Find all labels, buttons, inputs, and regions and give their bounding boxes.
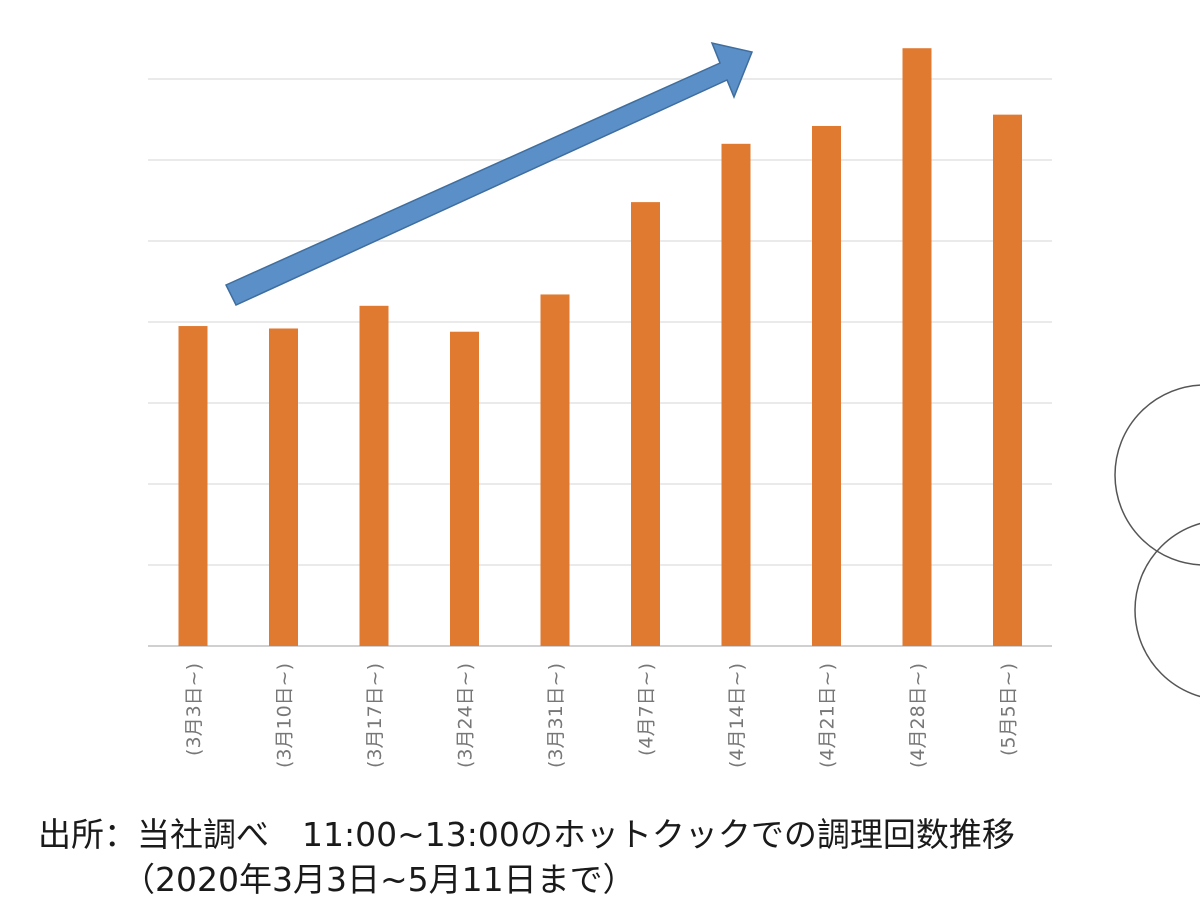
bar [178, 326, 208, 646]
bars [178, 48, 1022, 647]
bar-chart: (3月3日~) (3月10日~) (3月17日~) (3月24日~) (3月31日~) (… [148, 41, 1200, 768]
period-caption: （2020年3月3日~5月11日まで） [122, 860, 636, 899]
x-tick-label: (3月10日~) [274, 663, 296, 768]
gridlines [148, 78, 1052, 647]
bar [359, 305, 389, 646]
x-tick-label: (4月14日~) [726, 663, 748, 768]
bar [721, 143, 751, 647]
x-tick-label: (3月3日~) [183, 663, 205, 756]
source-caption: 出所：当社調べ 11:00~13:00のホットクックでの調理回数推移 [38, 815, 1015, 854]
decorative-circles [1114, 384, 1200, 698]
bar [812, 125, 841, 647]
x-tick-label: (5月5日~) [998, 663, 1020, 756]
bar [902, 48, 932, 647]
bar [540, 294, 570, 646]
bar [450, 331, 479, 646]
x-tick-label: (3月24日~) [455, 663, 477, 768]
bar [993, 114, 1022, 646]
trend-arrow [224, 41, 754, 306]
bar [269, 328, 298, 646]
x-tick-label: (4月28日~) [907, 663, 929, 768]
bar [631, 202, 660, 646]
x-tick-label: (4月21日~) [817, 663, 839, 768]
x-tick-label: (3月17日~) [364, 663, 386, 768]
x-tick-labels: (3月3日~) (3月10日~) (3月17日~) (3月24日~) (3月31日~) (… [183, 663, 1020, 768]
x-tick-label: (3月31日~) [545, 663, 567, 768]
x-tick-label: (4月7日~) [636, 663, 658, 756]
